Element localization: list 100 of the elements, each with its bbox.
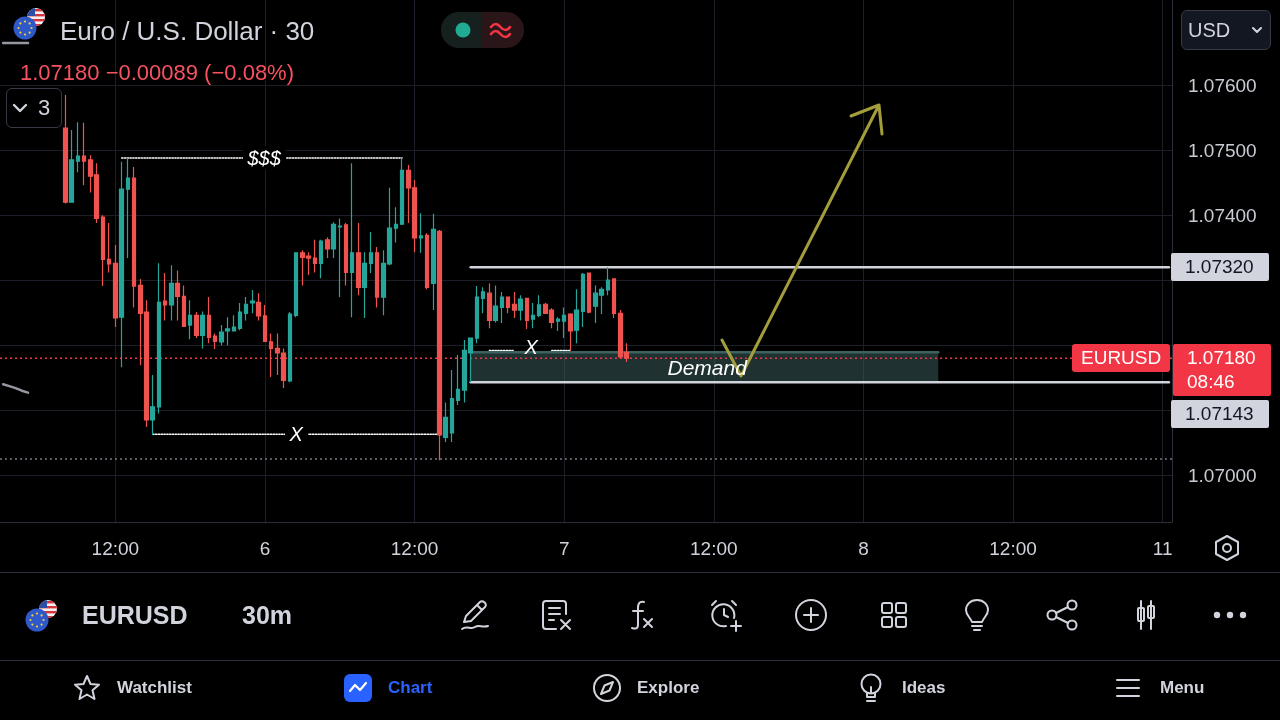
candlestick — [505, 296, 511, 314]
candlestick — [580, 272, 586, 328]
data-label: 1.07143 — [1171, 400, 1269, 429]
x-tick-label: 12:00 — [390, 538, 439, 559]
x-tick-label: 11 — [1152, 538, 1173, 559]
candlestick — [168, 264, 175, 322]
candlestick — [156, 262, 162, 415]
y-tick-label: 1.07000 — [1188, 464, 1257, 486]
candlestick — [218, 324, 225, 346]
candlestick — [374, 246, 380, 309]
candlestick — [81, 122, 87, 186]
candlestick — [212, 332, 218, 350]
candlestick — [125, 157, 131, 259]
candlestick — [524, 297, 530, 330]
text: 30m — [242, 600, 293, 630]
candlestick — [611, 277, 617, 319]
candlestick — [255, 292, 262, 322]
candlestick — [605, 266, 611, 296]
candlestick — [399, 157, 405, 226]
text: EURUSD — [82, 600, 188, 630]
candlestick — [424, 232, 430, 290]
candlestick — [112, 244, 119, 328]
candlestick — [224, 316, 231, 346]
candlestick — [318, 239, 324, 279]
candlestick — [293, 251, 299, 318]
candlestick — [492, 284, 499, 324]
candlestick — [555, 316, 561, 332]
candlestick — [361, 251, 368, 319]
y-tick-label: 1.07400 — [1188, 204, 1257, 226]
candlestick — [75, 121, 81, 173]
candlestick — [499, 291, 505, 324]
text: Ideas — [902, 678, 946, 699]
candlestick — [193, 311, 200, 339]
candlestick — [517, 294, 524, 322]
candlestick — [243, 296, 249, 322]
candlestick — [162, 272, 168, 322]
candlestick — [455, 354, 461, 406]
ref-line-label: 1.07180 08:46 — [1173, 344, 1271, 397]
candlestick — [262, 304, 268, 343]
annotation: EURUSD — [1072, 344, 1171, 373]
candlestick — [131, 166, 137, 309]
candlestick — [268, 332, 274, 378]
candlestick — [480, 286, 486, 314]
text: USD — [1188, 18, 1231, 42]
y-tick-label: 1.07500 — [1188, 139, 1257, 161]
candlestick — [586, 271, 592, 314]
annotation: X — [284, 422, 308, 446]
candlestick — [343, 222, 349, 286]
data-label: 1.07320 — [1171, 253, 1269, 282]
candlestick — [249, 289, 256, 314]
candlestick — [106, 222, 112, 273]
candlestick — [355, 222, 362, 296]
candlestick — [181, 284, 187, 328]
y-tick-label: 1.07600 — [1188, 74, 1257, 96]
candlestick — [418, 212, 424, 254]
x-tick-label: 6 — [259, 538, 271, 559]
x-tick-label: 12:00 — [989, 538, 1037, 559]
candlestick — [206, 296, 212, 344]
candlestick — [199, 310, 206, 350]
candlestick — [567, 312, 574, 351]
text: Watchlist — [117, 678, 192, 699]
candlestick — [149, 374, 156, 436]
candlestick — [287, 311, 293, 383]
text: Euro / U.S. Dollar · 30 — [60, 16, 315, 46]
candlestick — [312, 239, 318, 273]
line-series — [1, 382, 30, 394]
candlestick — [536, 294, 542, 318]
text: Chart — [388, 678, 433, 699]
candlestick — [324, 236, 331, 259]
candlestick — [573, 288, 580, 344]
text: 1.07180 −0.00089 (−0.08%) — [20, 59, 295, 85]
candlestick — [561, 306, 567, 339]
annotation: X — [524, 335, 538, 359]
x-tick-label: 12:00 — [690, 538, 738, 559]
annotation: 3 — [38, 95, 51, 122]
candlestick — [62, 94, 69, 205]
candlestick — [474, 285, 480, 344]
candlestick — [430, 213, 437, 311]
candlestick — [174, 269, 181, 322]
candlestick — [511, 291, 518, 319]
candlestick — [349, 162, 355, 318]
candlestick — [330, 221, 337, 259]
candlestick — [442, 401, 449, 443]
x-tick-label: 8 — [858, 538, 869, 559]
candlestick — [231, 314, 237, 332]
x-tick-label: 12:00 — [91, 538, 140, 559]
candlestick — [68, 129, 75, 203]
text: Explore — [637, 678, 700, 699]
candlestick — [337, 217, 343, 298]
candlestick — [393, 206, 399, 244]
candlestick — [237, 302, 243, 331]
candlestick — [436, 229, 443, 461]
candlestick — [118, 161, 125, 368]
x-tick-label: 7 — [558, 538, 570, 559]
candlestick — [449, 369, 455, 443]
text: Menu — [1160, 678, 1205, 699]
candlestick — [486, 282, 493, 329]
candlestick — [530, 302, 536, 329]
candlestick — [187, 299, 193, 340]
candlestick — [368, 231, 374, 274]
